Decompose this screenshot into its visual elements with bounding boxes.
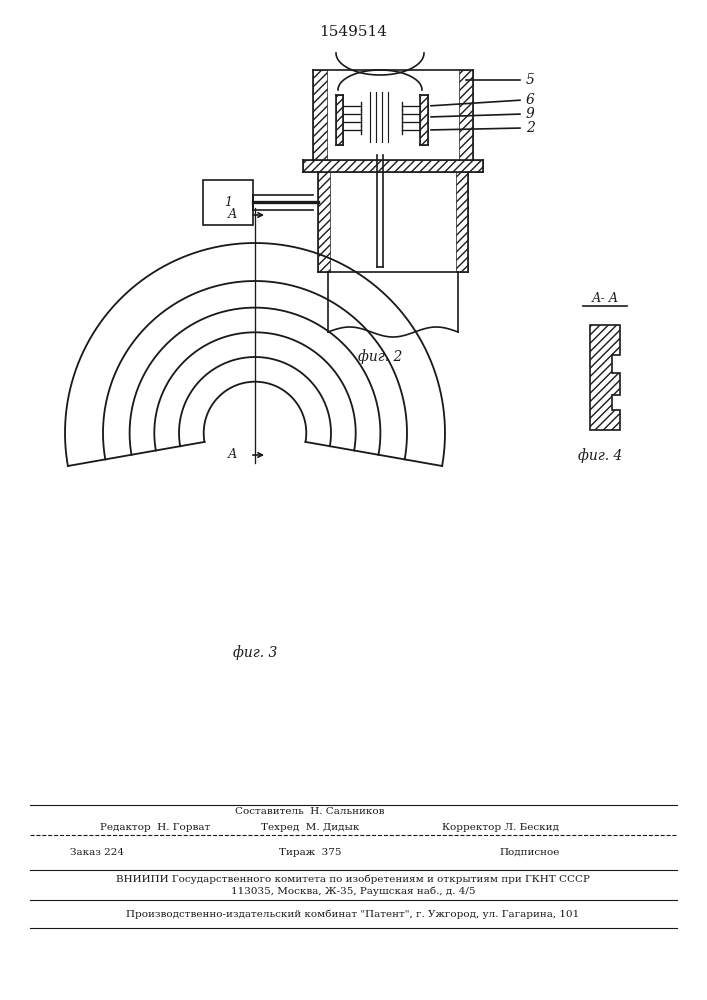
Text: А: А — [228, 448, 237, 462]
Text: 1: 1 — [224, 196, 232, 209]
Text: 5: 5 — [526, 73, 535, 87]
Bar — [459, 70, 473, 160]
Text: 1549514: 1549514 — [319, 25, 387, 39]
Bar — [203, 180, 253, 225]
Bar — [303, 160, 483, 172]
Text: Техред  М. Дидык: Техред М. Дидык — [261, 824, 359, 832]
Text: Заказ 224: Заказ 224 — [70, 848, 124, 857]
Text: 113035, Москва, Ж-35, Раушская наб., д. 4/5: 113035, Москва, Ж-35, Раушская наб., д. … — [230, 886, 475, 896]
Text: 2: 2 — [526, 121, 535, 135]
Text: Производственно-издательский комбинат "Патент", г. Ужгород, ул. Гагарина, 101: Производственно-издательский комбинат "П… — [127, 909, 580, 919]
Bar — [456, 172, 468, 272]
Text: 9: 9 — [526, 107, 535, 121]
Text: Составитель  Н. Сальников: Составитель Н. Сальников — [235, 808, 385, 816]
Text: Корректор Л. Бескид: Корректор Л. Бескид — [442, 824, 559, 832]
Text: Подписное: Подписное — [500, 848, 560, 857]
Polygon shape — [590, 325, 620, 430]
Text: Тираж  375: Тираж 375 — [279, 848, 341, 857]
Bar — [420, 95, 428, 145]
Bar — [313, 70, 327, 160]
Text: фиг. 4: фиг. 4 — [578, 448, 622, 463]
Text: Редактор  Н. Горват: Редактор Н. Горват — [100, 824, 210, 832]
Text: 6: 6 — [526, 93, 535, 107]
Text: фиг. 3: фиг. 3 — [233, 646, 277, 660]
Text: А: А — [228, 209, 237, 222]
Text: А- А: А- А — [591, 292, 619, 305]
Bar — [336, 95, 343, 145]
Text: фиг. 2: фиг. 2 — [358, 350, 402, 364]
Bar — [318, 172, 330, 272]
Text: ВНИИПИ Государственного комитета по изобретениям и открытиям при ГКНТ СССР: ВНИИПИ Государственного комитета по изоб… — [116, 874, 590, 884]
